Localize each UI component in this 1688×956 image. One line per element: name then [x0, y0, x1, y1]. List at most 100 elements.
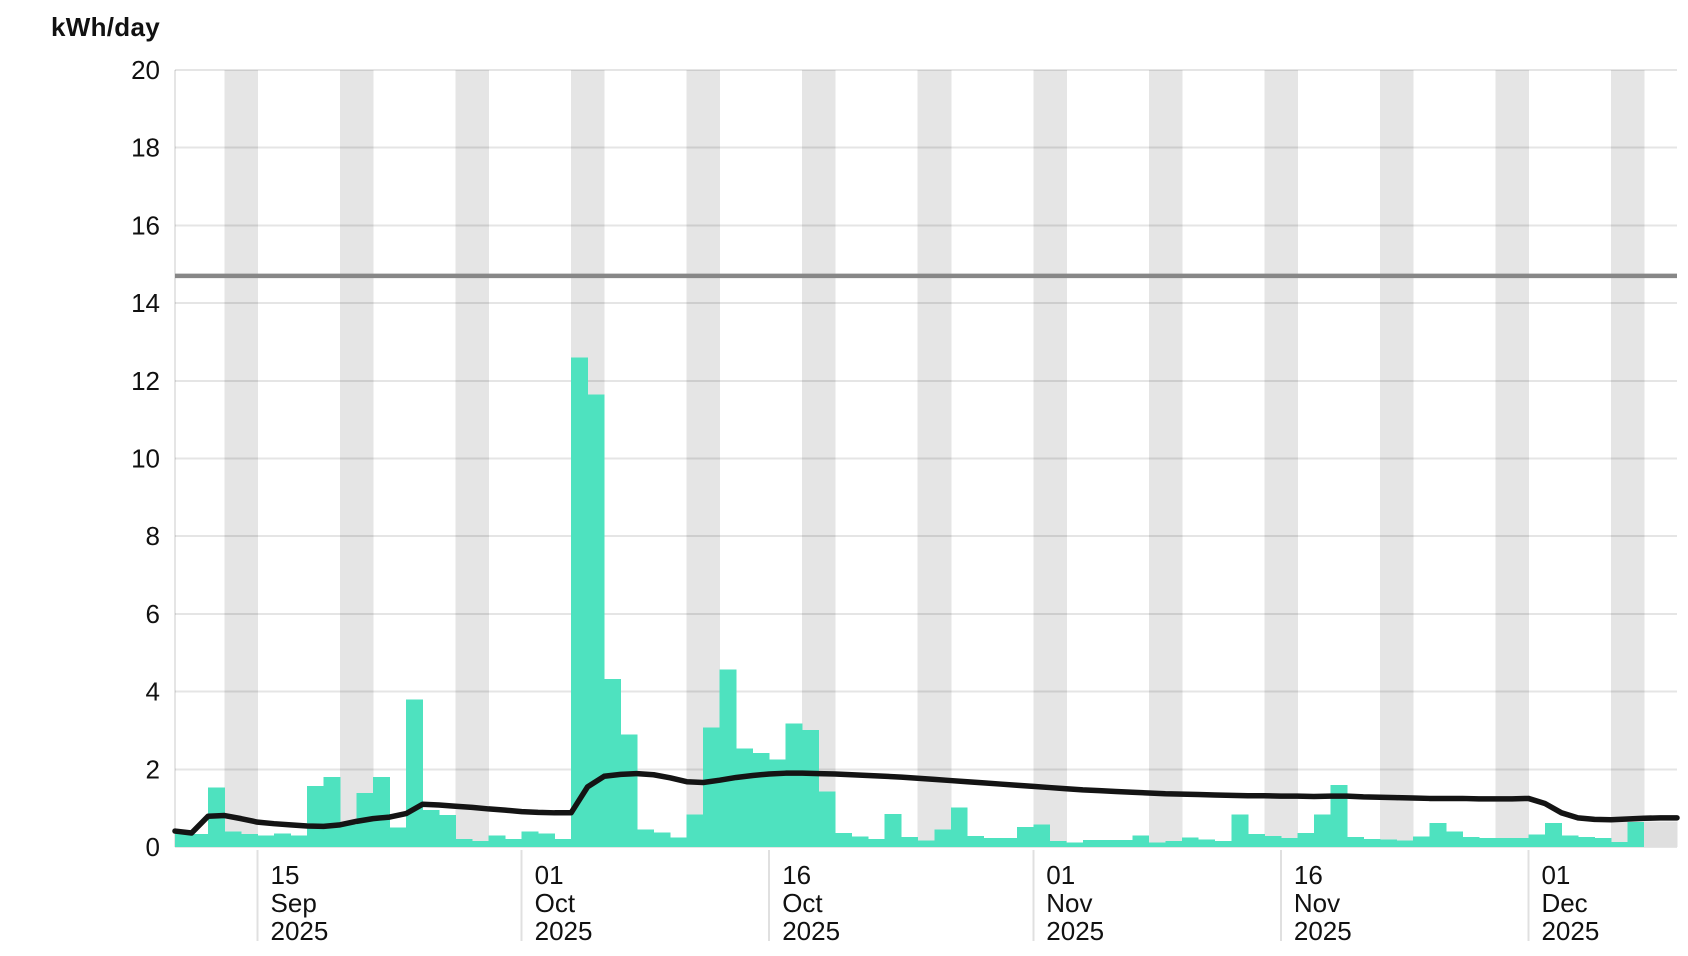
consumption-bar[interactable]: [340, 824, 357, 847]
consumption-bar[interactable]: [406, 699, 423, 847]
consumption-bar[interactable]: [769, 759, 787, 847]
consumption-bar[interactable]: [1363, 839, 1381, 847]
estimated-consumption-bar[interactable]: [1660, 821, 1678, 847]
consumption-bar[interactable]: [538, 833, 556, 847]
consumption-bar[interactable]: [1610, 841, 1628, 847]
consumption-bar[interactable]: [1627, 822, 1645, 847]
consumption-bar[interactable]: [1577, 836, 1595, 847]
consumption-bar[interactable]: [373, 777, 390, 847]
consumption-bar[interactable]: [703, 727, 721, 847]
consumption-bar[interactable]: [818, 791, 836, 847]
consumption-bar[interactable]: [257, 835, 275, 847]
consumption-bar[interactable]: [455, 838, 473, 847]
consumption-bar[interactable]: [472, 841, 490, 847]
consumption-bar[interactable]: [241, 834, 258, 847]
consumption-bar[interactable]: [1198, 839, 1216, 847]
consumption-bar[interactable]: [835, 833, 853, 847]
consumption-bar[interactable]: [1165, 841, 1183, 847]
consumption-bar[interactable]: [851, 836, 869, 847]
consumption-bar[interactable]: [604, 678, 622, 847]
consumption-bar[interactable]: [620, 734, 638, 847]
consumption-bar[interactable]: [967, 836, 985, 847]
consumption-bar[interactable]: [785, 723, 803, 847]
consumption-bar[interactable]: [917, 840, 935, 847]
x-tick-label: 01: [1541, 860, 1570, 890]
y-tick-label: 6: [146, 599, 160, 629]
consumption-bar[interactable]: [983, 838, 1001, 847]
consumption-bar[interactable]: [1379, 839, 1397, 847]
consumption-bar[interactable]: [1346, 836, 1364, 847]
consumption-bar[interactable]: [1016, 826, 1034, 847]
consumption-bar[interactable]: [868, 838, 886, 847]
consumption-bar[interactable]: [950, 807, 968, 847]
consumption-bar[interactable]: [307, 786, 324, 847]
consumption-bar[interactable]: [1049, 841, 1067, 847]
consumption-bar[interactable]: [884, 813, 902, 847]
consumption-bar[interactable]: [637, 829, 655, 847]
weekend-band: [1165, 70, 1183, 847]
consumption-bar[interactable]: [934, 829, 952, 847]
consumption-bar[interactable]: [1148, 842, 1166, 847]
consumption-bar[interactable]: [571, 357, 589, 847]
consumption-bar[interactable]: [274, 833, 291, 847]
consumption-bar[interactable]: [752, 752, 770, 847]
consumption-bar[interactable]: [1330, 785, 1348, 847]
consumption-bar[interactable]: [1445, 831, 1463, 847]
consumption-bar[interactable]: [736, 748, 754, 847]
estimated-consumption-bar[interactable]: [1643, 821, 1661, 847]
consumption-bar[interactable]: [719, 669, 737, 847]
consumption-bar[interactable]: [1214, 840, 1232, 847]
consumption-bar[interactable]: [1181, 837, 1199, 847]
consumption-bar[interactable]: [1429, 822, 1447, 847]
consumption-bar[interactable]: [1412, 836, 1430, 847]
consumption-bar[interactable]: [1247, 834, 1265, 847]
consumption-bar[interactable]: [1511, 838, 1529, 847]
consumption-bar[interactable]: [802, 730, 820, 847]
consumption-bar[interactable]: [290, 835, 308, 847]
consumption-bar[interactable]: [1132, 835, 1150, 847]
consumption-bar[interactable]: [1264, 836, 1282, 847]
consumption-bar[interactable]: [1231, 814, 1249, 847]
consumption-bar[interactable]: [670, 837, 688, 847]
consumption-bar[interactable]: [686, 814, 704, 847]
consumption-bar[interactable]: [587, 394, 605, 847]
consumption-bar[interactable]: [653, 832, 671, 847]
consumption-bar[interactable]: [1313, 814, 1331, 847]
consumption-bar[interactable]: [1000, 838, 1018, 847]
consumption-bar[interactable]: [1594, 838, 1612, 847]
consumption-bar[interactable]: [224, 831, 242, 847]
consumption-bar[interactable]: [389, 827, 407, 847]
consumption-bar[interactable]: [439, 815, 456, 847]
weekend-band: [224, 70, 242, 847]
consumption-bar[interactable]: [901, 836, 919, 847]
consumption-bar[interactable]: [1033, 824, 1051, 847]
weekend-band: [686, 70, 704, 847]
consumption-bar[interactable]: [191, 834, 209, 847]
consumption-bar[interactable]: [323, 777, 341, 847]
consumption-bar[interactable]: [1099, 840, 1117, 847]
consumption-bar[interactable]: [554, 839, 572, 847]
consumption-bar[interactable]: [1561, 835, 1579, 847]
consumption-bar[interactable]: [1115, 840, 1133, 847]
consumption-bar[interactable]: [1478, 838, 1496, 847]
x-tick-label: 15: [271, 860, 300, 890]
weekend-band: [472, 70, 490, 847]
x-tick-label: Nov: [1046, 888, 1092, 918]
consumption-bar[interactable]: [1544, 822, 1562, 847]
consumption-bar[interactable]: [1280, 838, 1298, 847]
consumption-bar[interactable]: [1462, 836, 1480, 847]
consumption-bar[interactable]: [1528, 834, 1546, 847]
consumption-bar[interactable]: [521, 831, 539, 847]
y-tick-label: 16: [131, 210, 160, 240]
consumption-bar[interactable]: [1082, 840, 1100, 847]
consumption-bar[interactable]: [505, 838, 523, 847]
consumption-bar[interactable]: [1495, 838, 1513, 847]
consumption-bar[interactable]: [1396, 840, 1414, 847]
consumption-bar[interactable]: [1066, 842, 1084, 847]
consumption-bar[interactable]: [488, 835, 506, 847]
consumption-bar[interactable]: [1297, 833, 1315, 847]
weekend-band: [1627, 70, 1645, 847]
consumption-bar[interactable]: [422, 810, 440, 847]
